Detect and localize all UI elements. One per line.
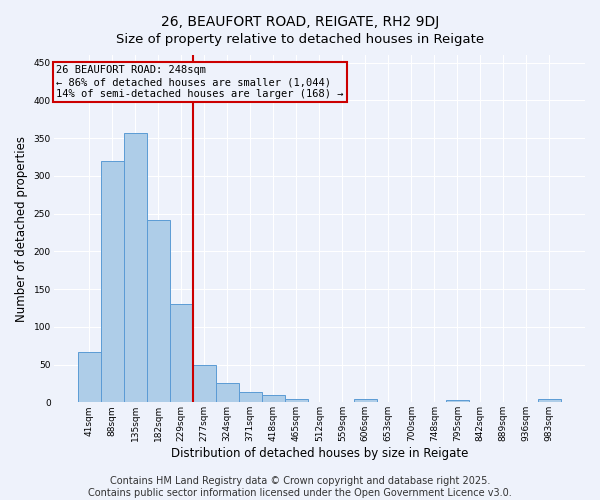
Bar (124, 133, 147, 402)
Text: 26, BEAUFORT ROAD, REIGATE, RH2 9DJ: 26, BEAUFORT ROAD, REIGATE, RH2 9DJ (161, 15, 439, 29)
Bar (170, 304, 193, 402)
Bar (147, 220, 170, 402)
Text: Contains HM Land Registry data © Crown copyright and database right 2025.
Contai: Contains HM Land Registry data © Crown c… (88, 476, 512, 498)
Bar (538, 400, 561, 402)
Text: 26 BEAUFORT ROAD: 248sqm
← 86% of detached houses are smaller (1,044)
14% of sem: 26 BEAUFORT ROAD: 248sqm ← 86% of detach… (56, 66, 344, 98)
Bar (285, 400, 308, 402)
X-axis label: Distribution of detached houses by size in Reigate: Distribution of detached houses by size … (170, 447, 468, 460)
Bar (262, 396, 285, 402)
Bar (446, 400, 469, 402)
Bar (193, 364, 216, 403)
Y-axis label: Number of detached properties: Number of detached properties (15, 136, 28, 322)
Bar (239, 392, 262, 402)
Bar (354, 400, 377, 402)
Bar (101, 162, 124, 402)
Text: Size of property relative to detached houses in Reigate: Size of property relative to detached ho… (116, 32, 484, 46)
Bar (78, 352, 101, 403)
Bar (216, 382, 239, 402)
